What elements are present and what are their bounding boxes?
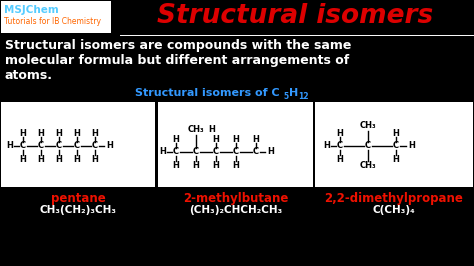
Bar bbox=[1, 102, 155, 187]
Text: C: C bbox=[193, 148, 199, 156]
Text: C: C bbox=[74, 142, 80, 151]
Text: H: H bbox=[91, 155, 99, 164]
Text: C(CH₃)₄: C(CH₃)₄ bbox=[373, 205, 415, 215]
Text: C: C bbox=[365, 142, 371, 151]
Text: H: H bbox=[192, 160, 200, 169]
Text: H: H bbox=[324, 142, 330, 151]
Text: H: H bbox=[55, 155, 63, 164]
Text: C: C bbox=[92, 142, 98, 151]
Text: H: H bbox=[289, 88, 298, 98]
Text: H: H bbox=[337, 155, 344, 164]
Text: C: C bbox=[233, 148, 239, 156]
Text: H: H bbox=[91, 128, 99, 138]
Text: H: H bbox=[173, 135, 180, 143]
Text: H: H bbox=[253, 135, 259, 143]
Text: C: C bbox=[337, 142, 343, 151]
Text: 2,2-dimethylpropane: 2,2-dimethylpropane bbox=[325, 192, 464, 205]
Text: pentane: pentane bbox=[51, 192, 105, 205]
Text: H: H bbox=[409, 142, 415, 151]
Text: H: H bbox=[7, 142, 13, 151]
Text: CH₃: CH₃ bbox=[360, 122, 376, 131]
Text: H: H bbox=[212, 160, 219, 169]
Text: H: H bbox=[73, 155, 81, 164]
Text: CH₃(CH₂)₃CH₃: CH₃(CH₂)₃CH₃ bbox=[39, 205, 117, 215]
Text: C: C bbox=[20, 142, 26, 151]
Text: H: H bbox=[37, 155, 45, 164]
Text: atoms.: atoms. bbox=[5, 69, 53, 82]
Text: CH₃: CH₃ bbox=[188, 126, 204, 135]
Text: Structural isomers: Structural isomers bbox=[157, 3, 433, 29]
Text: C: C bbox=[173, 148, 179, 156]
Text: (CH₃)₂CHCH₂CH₃: (CH₃)₂CHCH₂CH₃ bbox=[189, 205, 282, 215]
Text: H: H bbox=[337, 128, 344, 138]
Text: H: H bbox=[233, 135, 239, 143]
Text: H: H bbox=[19, 128, 27, 138]
Text: C: C bbox=[56, 142, 62, 151]
Text: 2-methylbutane: 2-methylbutane bbox=[183, 192, 288, 205]
Text: H: H bbox=[107, 142, 113, 151]
Text: Tutorials for IB Chemistry: Tutorials for IB Chemistry bbox=[4, 17, 101, 26]
Text: C: C bbox=[393, 142, 399, 151]
Text: Structural isomers of C: Structural isomers of C bbox=[135, 88, 280, 98]
Text: H: H bbox=[392, 128, 400, 138]
Bar bbox=[158, 102, 313, 187]
Text: H: H bbox=[267, 148, 274, 156]
Text: Structural isomers are compounds with the same: Structural isomers are compounds with th… bbox=[5, 39, 351, 52]
Text: 5: 5 bbox=[283, 92, 288, 101]
Text: molecular formula but different arrangements of: molecular formula but different arrangem… bbox=[5, 54, 349, 67]
Text: H: H bbox=[209, 126, 216, 135]
Text: H: H bbox=[173, 160, 180, 169]
Text: H: H bbox=[73, 128, 81, 138]
FancyBboxPatch shape bbox=[1, 1, 111, 33]
Text: C: C bbox=[38, 142, 44, 151]
Text: H: H bbox=[37, 128, 45, 138]
Text: H: H bbox=[19, 155, 27, 164]
Text: H: H bbox=[160, 148, 166, 156]
Text: MSJChem: MSJChem bbox=[4, 5, 59, 15]
Text: 12: 12 bbox=[298, 92, 309, 101]
Text: C: C bbox=[213, 148, 219, 156]
Text: H: H bbox=[55, 128, 63, 138]
Bar bbox=[315, 102, 473, 187]
Text: H: H bbox=[212, 135, 219, 143]
Text: C: C bbox=[253, 148, 259, 156]
Text: H: H bbox=[233, 160, 239, 169]
Text: H: H bbox=[392, 155, 400, 164]
Text: CH₃: CH₃ bbox=[360, 161, 376, 171]
